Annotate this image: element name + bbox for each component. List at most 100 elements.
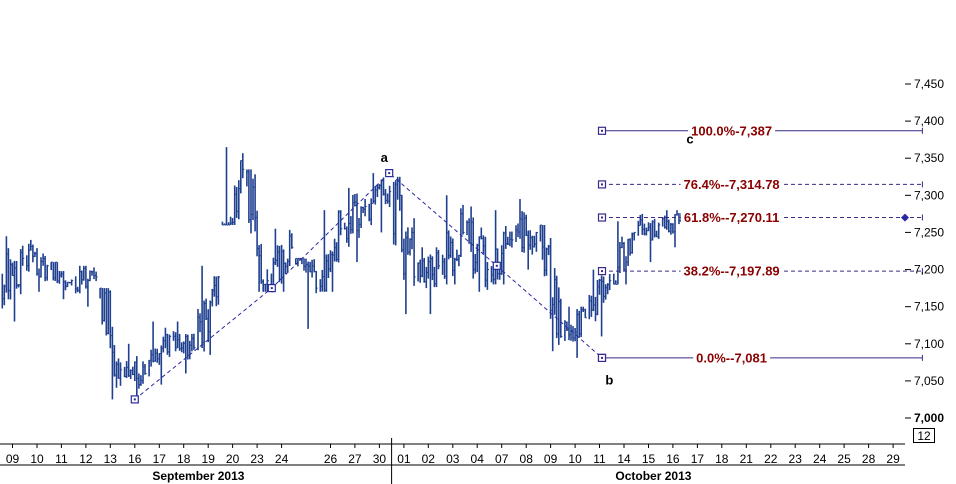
x-tick-label: 21 [740,452,754,466]
fib-start-dot [601,183,603,186]
price-day-20-9 [221,147,245,226]
price-day-07-20 [490,210,514,285]
x-tick-label: 25 [837,452,851,466]
fib-label: 100.0%-7,387 [691,123,772,138]
price-day-09-0 [1,236,25,322]
price-day-13-4 [99,287,123,400]
fib-label-bg [680,210,783,225]
x-tick-label: 20 [226,452,240,466]
fib-start-dot [601,270,603,273]
month-label: September 2013 [152,469,244,483]
x-tick-label: 17 [691,452,705,466]
y-tick-label: 7,200 [914,263,944,277]
fib-start-dot [601,129,603,132]
x-tick-label: 28 [862,452,876,466]
price-day-18-7 [172,321,196,374]
fib-start-dot [601,216,603,219]
x-tick-label: 16 [666,452,680,466]
fib-level-0.0pct: 0.0%--7,081 [597,350,923,365]
x-tick-label: 02 [422,452,436,466]
wave-anchor-dot-0 [133,398,136,401]
fib-start-dot [601,356,603,359]
price-day-15-26 [637,213,661,263]
x-tick-label: 01 [397,452,411,466]
fib-level-61.8pct: 61.8%--7,270.11 [597,210,923,225]
price-day-12-3 [74,265,98,307]
wave-label-c: c [686,131,693,146]
y-tick-label: 7,050 [914,374,944,388]
fib-label-bg [680,264,783,279]
x-tick-label: 17 [153,452,167,466]
price-day-17-6 [148,321,172,385]
price-day-09-22 [539,224,563,352]
x-tick-label: 24 [813,452,827,466]
y-tick-label: 7,250 [914,225,944,239]
fib-level-76.4pct: 76.4%--7,314.78 [597,177,923,192]
price-day-26-13 [319,210,343,292]
price-day-14-25 [612,221,636,285]
x-tick-label: 08 [520,452,534,466]
x-tick-label: 15 [642,452,656,466]
wave-label-a: a [381,150,389,165]
price-axis: 7,450 7,400 7,350 7,300 7,250 7,200 7,150 7,100… [905,77,944,443]
x-tick-label: 11 [55,452,68,466]
fib-label: 76.4%--7,314.78 [684,177,780,192]
x-tick-label: 29 [886,452,900,466]
x-tick-label: 09 [6,452,20,466]
month-label: October 2013 [615,469,691,483]
y-tick-label: 7,350 [914,151,944,165]
price-day-19-8 [197,265,220,355]
fib-label-bg [680,177,783,192]
wave-anchor-dot-2 [388,172,391,175]
price-day-04-19 [466,206,489,292]
x-tick-label: 09 [544,452,558,466]
price-day-10-23 [564,306,587,358]
y-tick-label: 7,150 [914,300,944,314]
y-axis-box-label: 12 [917,429,931,443]
x-tick-label: 27 [348,452,362,466]
wave-anchor-dot-1 [270,287,273,290]
x-tick-label: 13 [104,452,118,466]
price-day-23-10 [246,169,269,292]
price-day-25-12 [294,257,318,329]
price-day-01-16 [392,176,416,315]
price-day-11-24 [588,269,612,337]
fib-level-100.0pct: 100.0%-7,387 [597,123,923,138]
x-tick-label: 18 [177,452,191,466]
x-tick-label: 22 [764,452,778,466]
price-day-30-15 [368,173,392,233]
price-day-11-2 [50,261,74,300]
price-bars [1,147,685,400]
y-tick-label: 7,100 [914,337,944,351]
fib-level-38.2pct: 38.2%--7,197.89 [597,264,923,279]
y-tick-label: 7,300 [914,188,944,202]
fib-label: 61.8%--7,270.11 [684,210,779,225]
date-axis: 09 10 11 12 13 16 17 18 19 20 23 24 26 27 30 01 02 03 04 07… [0,438,905,484]
fibonacci-retracement: 100.0%-7,387 76.4%--7,314.78 61.8%--7,270.… [597,123,923,365]
price-day-16-5 [123,343,147,400]
fib-label-bg [693,350,770,365]
x-tick-label: 24 [275,452,289,466]
x-tick-label: 12 [79,452,93,466]
wave-labels: a b c [381,131,694,387]
y-tick-label: 7,400 [914,114,944,128]
x-tick-label: 04 [471,452,485,466]
x-tick-label: 14 [617,452,631,466]
x-tick-label: 30 [373,452,387,466]
fib-label: 38.2%--7,197.89 [684,264,780,279]
y-tick-label: 7,000 [914,411,944,425]
current-price-marker [901,213,909,222]
x-tick-label: 18 [715,452,729,466]
wave-label-b: b [605,373,613,388]
fib-label: 0.0%--7,081 [696,350,767,365]
x-tick-label: 19 [202,452,216,466]
price-day-27-14 [343,187,367,263]
x-tick-label: 16 [128,452,142,466]
price-day-03-18 [441,195,465,285]
x-tick-label: 23 [789,452,803,466]
price-day-02-17 [417,247,441,315]
y-tick-label: 7,450 [914,77,944,91]
x-tick-label: 23 [250,452,264,466]
y-axis-box [913,428,935,443]
